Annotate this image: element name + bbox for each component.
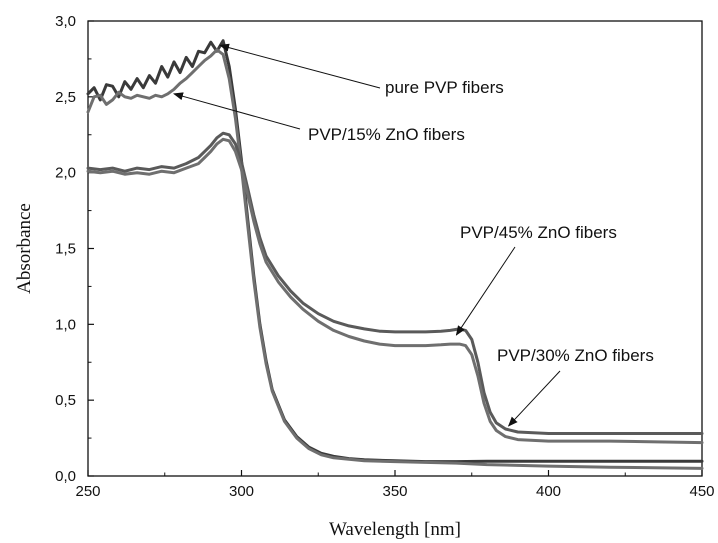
annotation-arrow (455, 246, 516, 336)
annotation-label: PVP/30% ZnO fibers (497, 346, 654, 365)
series-line-1 (86, 39, 704, 464)
annotation-arrow (219, 43, 381, 89)
x-tick-label: 350 (382, 483, 407, 500)
y-tick-label: 1,0 (55, 316, 76, 333)
series-line-3 (86, 131, 704, 435)
annotation-label: pure PVP fibers (385, 78, 504, 97)
x-tick-label: 300 (229, 483, 254, 500)
annotation-label: PVP/45% ZnO fibers (460, 223, 617, 242)
x-tick-label: 450 (689, 483, 714, 500)
y-axis-title: Absorbance (14, 203, 35, 294)
y-tick-label: 3,0 (55, 13, 76, 30)
x-axis-title: Wavelength [nm] (329, 519, 461, 540)
y-tick-label: 0,0 (55, 468, 76, 485)
data-series (86, 39, 704, 470)
x-tick-label: 400 (536, 483, 561, 500)
y-tick-label: 0,5 (55, 392, 76, 409)
annotation-label: PVP/15% ZnO fibers (308, 125, 465, 144)
y-tick-label: 2,5 (55, 89, 76, 106)
y-tick-label: 2,0 (55, 165, 76, 182)
series-line-4 (86, 137, 704, 445)
x-tick-label: 250 (75, 483, 100, 500)
series-line-2 (86, 48, 704, 470)
annotation-arrow (172, 92, 301, 130)
y-tick-label: 1,5 (55, 241, 76, 258)
annotations: pure PVP fibers PVP/15% ZnO fibers PVP/45%… (172, 43, 654, 427)
annotation-arrow (507, 370, 561, 427)
axis-ticks: 250 300 350 400 450 0,0 0,5 1,0 1,5 2,0 2,5 3,0 (55, 13, 714, 500)
